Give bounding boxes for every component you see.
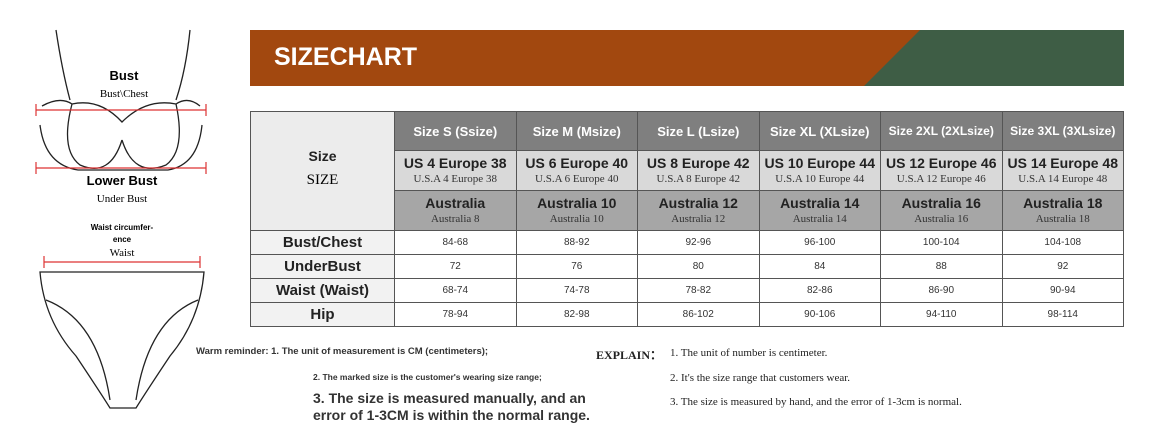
us-cell: US 14 Europe 48 U.S.A 14 Europe 48	[1002, 151, 1124, 191]
bust-label: Bust	[110, 68, 140, 83]
size-table: Size SIZE Size S (Ssize) US 4 Europe 38 U.S.…	[250, 111, 1124, 327]
explain-2: 2. It's the size range that customers we…	[670, 372, 851, 384]
lower-bust-label: Lower Bust	[87, 173, 158, 188]
figure: Bust Bust\Chest Lower Bust Under Bust Wa…	[35, 29, 207, 409]
size-header: Size M (Msize)	[516, 112, 638, 151]
au-cell: Australia Australia 8	[395, 191, 517, 231]
measure-cell: 86-102	[638, 303, 760, 327]
reminder-2: 2. The marked size is the customer's wea…	[313, 372, 542, 382]
us-sub: U.S.A 8 Europe 42	[656, 173, 740, 185]
measure-cell: 88-92	[516, 231, 638, 255]
banner: SIZECHART	[250, 30, 1124, 86]
measure-cell: 68-74	[395, 279, 517, 303]
measure-cell: 78-82	[638, 279, 760, 303]
measure-cell: 90-106	[759, 303, 881, 327]
measure-cell: 92	[1002, 255, 1124, 279]
au-sub: Australia 10	[549, 213, 604, 225]
corner-cell: Size SIZE	[251, 112, 395, 231]
explain-label: EXPLAIN：	[596, 348, 663, 362]
measure-cell: 98-114	[1002, 303, 1124, 327]
waist-label: ence	[113, 235, 132, 244]
explain-3: 3. The size is measured by hand, and the…	[670, 396, 962, 408]
measure-cell: 80	[638, 255, 760, 279]
au-sub: Australia 18	[1035, 213, 1090, 225]
us-size: US 14 Europe 48	[1007, 155, 1119, 171]
size-header: Size L (Lsize)	[638, 112, 760, 151]
au-cell: Australia 12 Australia 12	[638, 191, 760, 231]
us-sub: U.S.A 10 Europe 44	[775, 173, 865, 185]
au-size: Australia 10	[537, 195, 617, 211]
us-size: US 10 Europe 44	[764, 155, 876, 171]
measure-cell: 84	[759, 255, 881, 279]
measure-cell: 90-94	[1002, 279, 1124, 303]
au-size: Australia	[425, 195, 486, 211]
au-sub: Australia 16	[914, 213, 969, 225]
measure-cell: 84-68	[395, 231, 517, 255]
reminder-1: Warm reminder: 1. The unit of measuremen…	[196, 346, 489, 357]
measure-cell: 82-86	[759, 279, 881, 303]
size-header: Size XL (XLsize)	[759, 112, 881, 151]
us-size: US 4 Europe 38	[403, 155, 507, 171]
measure-cell: 76	[516, 255, 638, 279]
us-cell: US 8 Europe 42 U.S.A 8 Europe 42	[638, 151, 760, 191]
measure-cell: 72	[395, 255, 517, 279]
measure-cell: 92-96	[638, 231, 760, 255]
au-cell: Australia 18 Australia 18	[1002, 191, 1124, 231]
corner-sub: SIZE	[306, 172, 339, 188]
waist-sub: Waist	[110, 247, 135, 259]
us-size: US 8 Europe 42	[646, 155, 750, 171]
au-size: Australia 14	[780, 195, 860, 211]
us-sub: U.S.A 12 Europe 46	[896, 173, 986, 185]
au-cell: Australia 10 Australia 10	[516, 191, 638, 231]
us-cell: US 4 Europe 38 U.S.A 4 Europe 38	[395, 151, 517, 191]
us-size: US 12 Europe 46	[886, 155, 997, 171]
explain-1: 1. The unit of number is centimeter.	[670, 347, 828, 359]
row-label: UnderBust	[251, 255, 395, 279]
measure-cell: 104-108	[1002, 231, 1124, 255]
size-header: Size S (Ssize)	[395, 112, 517, 151]
us-size: US 6 Europe 40	[525, 155, 629, 171]
us-sub: U.S.A 4 Europe 38	[413, 173, 497, 185]
corner-label: Size	[308, 148, 337, 164]
bust-sub: Bust\Chest	[100, 88, 148, 100]
row-label: Hip	[251, 303, 395, 327]
title: SIZECHART	[274, 43, 417, 71]
measure-cell: 94-110	[881, 303, 1003, 327]
reminder-3: 3. The size is measured manually, and an…	[313, 390, 590, 423]
lower-bust-sub: Under Bust	[97, 193, 147, 205]
us-sub: U.S.A 14 Europe 48	[1018, 173, 1108, 185]
size-header: Size 3XL (3XLsize)	[1002, 112, 1124, 151]
au-sub: Australia 14	[792, 213, 847, 225]
us-cell: US 12 Europe 46 U.S.A 12 Europe 46	[881, 151, 1003, 191]
measure-cell: 78-94	[395, 303, 517, 327]
row-label: Bust/Chest	[251, 231, 395, 255]
waist-label: Waist circumfer-	[91, 223, 154, 232]
au-sub: Australia 8	[430, 213, 480, 225]
us-cell: US 6 Europe 40 U.S.A 6 Europe 40	[516, 151, 638, 191]
measure-cell: 100-104	[881, 231, 1003, 255]
measure-cell: 74-78	[516, 279, 638, 303]
measure-cell: 82-98	[516, 303, 638, 327]
au-size: Australia 16	[901, 195, 981, 211]
us-sub: U.S.A 6 Europe 40	[535, 173, 619, 185]
au-size: Australia 12	[658, 195, 738, 211]
size-header: Size 2XL (2XLsize)	[881, 112, 1003, 151]
measure-cell: 96-100	[759, 231, 881, 255]
au-cell: Australia 14 Australia 14	[759, 191, 881, 231]
row-label: Waist (Waist)	[251, 279, 395, 303]
measure-cell: 86-90	[881, 279, 1003, 303]
au-cell: Australia 16 Australia 16	[881, 191, 1003, 231]
us-cell: US 10 Europe 44 U.S.A 10 Europe 44	[759, 151, 881, 191]
au-sub: Australia 12	[671, 213, 726, 225]
measure-cell: 88	[881, 255, 1003, 279]
au-size: Australia 18	[1023, 195, 1103, 211]
